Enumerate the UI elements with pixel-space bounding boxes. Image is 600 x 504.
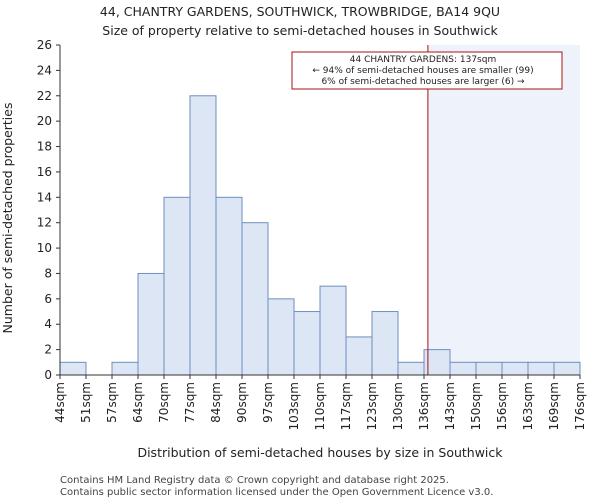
histogram-bar xyxy=(345,336,373,376)
y-tick-label: 8 xyxy=(44,266,52,280)
y-tick-label: 18 xyxy=(37,140,52,154)
annotation-larger-share: 6% of semi-detached houses are larger (6… xyxy=(321,77,525,87)
x-tick-label: 156sqm xyxy=(495,382,509,430)
annotation-title: 44 CHANTRY GARDENS: 137sqm xyxy=(350,55,496,65)
histogram-bar xyxy=(475,361,503,376)
y-tick-label: 16 xyxy=(37,165,52,179)
histogram-bar xyxy=(59,361,87,376)
chart-title: 44, CHANTRY GARDENS, SOUTHWICK, TROWBRID… xyxy=(100,4,500,19)
x-tick-label: 70sqm xyxy=(157,382,171,423)
y-tick-label: 14 xyxy=(37,190,52,204)
x-tick-label: 163sqm xyxy=(521,382,535,430)
x-tick-label: 97sqm xyxy=(261,382,275,423)
annotation-smaller-share: ← 94% of semi-detached houses are smalle… xyxy=(312,66,533,76)
y-tick-label: 2 xyxy=(44,343,52,357)
footer-copyright: Contains HM Land Registry data © Crown c… xyxy=(60,475,449,486)
histogram-bar xyxy=(293,311,321,376)
y-axis-title: Number of semi-detached properties xyxy=(0,103,15,334)
histogram-bar xyxy=(163,196,191,376)
x-tick-label: 143sqm xyxy=(443,382,457,430)
footer-licence: Contains public sector information licen… xyxy=(60,487,493,498)
histogram-bar xyxy=(215,196,243,376)
x-tick-label: 110sqm xyxy=(313,382,327,430)
x-tick-label: 169sqm xyxy=(547,382,561,430)
x-tick-label: 44sqm xyxy=(53,382,67,423)
histogram-bar xyxy=(501,361,529,376)
histogram-bar xyxy=(267,298,295,376)
y-tick-label: 24 xyxy=(37,63,52,77)
histogram-bar xyxy=(319,285,347,376)
larger-properties-region xyxy=(427,45,580,375)
x-tick-label: 123sqm xyxy=(365,382,379,430)
histogram-bar xyxy=(137,272,165,376)
x-tick-label: 90sqm xyxy=(235,382,249,423)
histogram-bar xyxy=(527,361,555,376)
x-tick-label: 57sqm xyxy=(105,382,119,423)
y-tick-label: 10 xyxy=(37,241,52,255)
y-tick-label: 4 xyxy=(44,317,52,331)
y-tick-label: 26 xyxy=(37,38,52,52)
y-tick-label: 0 xyxy=(44,368,52,382)
annotation-box xyxy=(291,51,563,90)
x-tick-label: 130sqm xyxy=(391,382,405,430)
x-tick-label: 64sqm xyxy=(131,382,145,423)
y-tick-label: 6 xyxy=(44,292,52,306)
x-axis-title: Distribution of semi-detached houses by … xyxy=(137,445,503,460)
x-tick-label: 150sqm xyxy=(469,382,483,430)
y-tick-label: 22 xyxy=(37,89,52,103)
y-tick-label: 12 xyxy=(37,216,52,230)
histogram-bar xyxy=(189,95,217,376)
histogram-bar xyxy=(111,361,139,376)
property-annotation: 44 CHANTRY GARDENS: 137sqm ← 94% of semi… xyxy=(291,51,563,90)
y-tick-label: 20 xyxy=(37,114,52,128)
histogram-bar xyxy=(371,311,399,376)
histogram-bar xyxy=(449,361,477,376)
x-tick-label: 84sqm xyxy=(209,382,223,423)
chart-subtitle: Size of property relative to semi-detach… xyxy=(102,23,498,38)
histogram-bar xyxy=(397,361,425,376)
x-tick-label: 136sqm xyxy=(417,382,431,430)
x-tick-label: 77sqm xyxy=(183,382,197,423)
histogram-bar xyxy=(241,222,269,376)
x-tick-label: 103sqm xyxy=(287,382,301,430)
x-tick-label: 176sqm xyxy=(573,382,587,430)
x-tick-label: 51sqm xyxy=(79,382,93,423)
histogram-bar xyxy=(553,361,581,376)
x-tick-label: 117sqm xyxy=(339,382,353,430)
